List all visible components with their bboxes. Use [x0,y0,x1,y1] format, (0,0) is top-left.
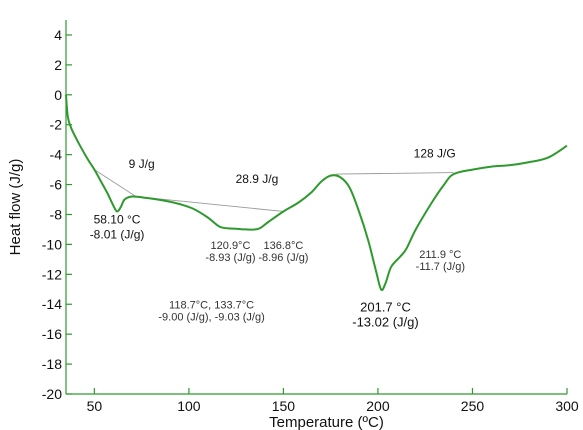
y-tick-label: 0 [54,87,62,103]
integration-baseline [336,172,454,175]
x-tick-label: 150 [272,398,296,414]
y-tick-label: -20 [42,386,62,402]
y-tick-label: -16 [42,326,62,342]
peak-annotation: 28.9 J/g [236,172,279,186]
y-tick-label: -18 [42,356,62,372]
y-tick-label: -2 [50,117,63,133]
x-axis-title: Temperature (ºC) [269,414,384,430]
peak-annotation: 201.7 °C -13.02 (J/g) [352,300,418,330]
peak-annotation: 211.9 °C -11.7 (J/g) [416,249,465,273]
y-tick-label: -14 [42,296,62,312]
y-tick-label: -4 [50,147,63,163]
y-tick-label: 4 [54,27,62,43]
peak-annotation: 9 J/g [129,157,155,171]
y-axis-title: Heat flow (J/g) [7,159,24,256]
peak-annotation: 128 J/G [414,147,456,161]
axes: 4 2 0 -2 -4 -6 -8 -10 -12 -14 -16 -18 -20 50 100 150 200… [42,20,579,414]
x-tick-label: 50 [87,398,103,414]
peak-annotation: 136.8°C -8.96 (J/g) [258,240,308,264]
peak-annotation: 58.10 °C -8.01 (J/g) [90,212,145,241]
peak-annotation: 120.9°C -8.93 (J/g) [205,240,255,264]
peak-annotation: 118.7°C, 133.7°C -9.00 (J/g), -9.03 (J/g) [158,300,264,324]
y-tick-label: -8 [50,206,63,222]
annotations: 9 J/g 28.9 J/g 128 J/G 58.10 °C -8.01 (J/g) 1… [90,147,465,330]
y-tick-label: -6 [50,177,63,193]
x-tick-label: 200 [366,398,390,414]
y-tick-label: -12 [42,266,62,282]
integration-baseline [94,169,137,197]
x-tick-label: 100 [177,398,201,414]
series [65,94,568,292]
y-tick-label: -10 [42,236,62,252]
x-tick-label: 300 [555,398,579,414]
x-tick-label: 250 [461,398,485,414]
heat-flow-line [65,94,568,292]
y-tick-label: 2 [54,57,62,73]
